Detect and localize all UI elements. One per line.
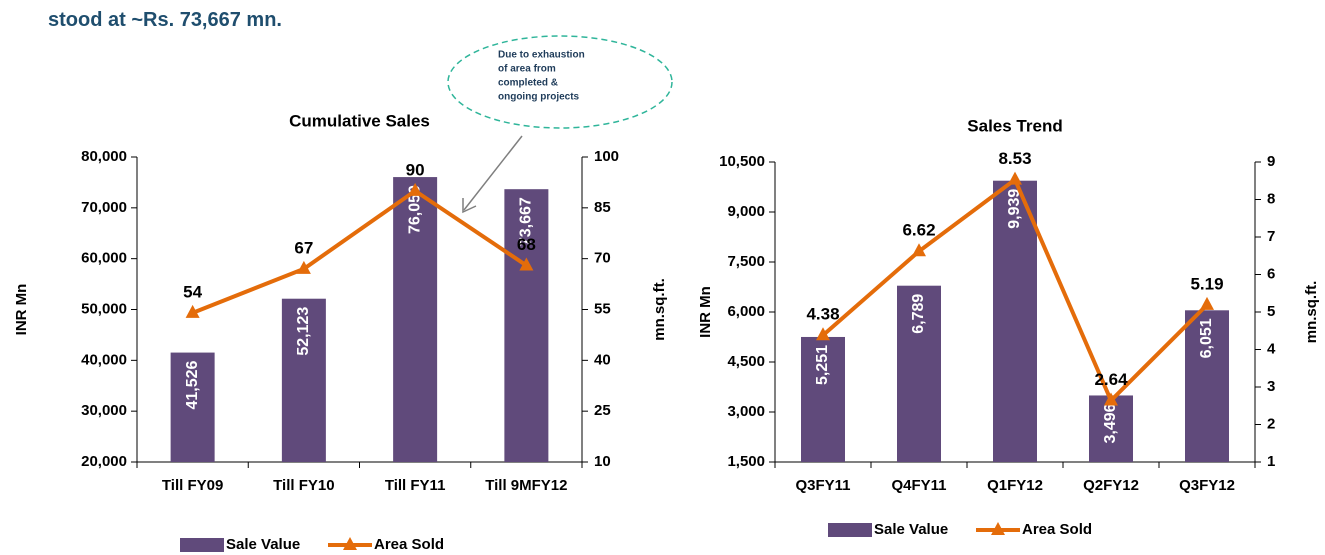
annotation-line: of area from: [498, 64, 556, 75]
bar-label: 6,051: [1198, 318, 1215, 358]
point-label: 6.62: [902, 221, 935, 240]
x-tick-label: Q4FY11: [891, 477, 946, 494]
y-tick-label: 60,000: [81, 250, 127, 267]
legend-label: Area Sold: [374, 536, 444, 553]
legend-marker: [343, 537, 357, 550]
annotation-arrow: [463, 135, 523, 211]
bar: [801, 336, 845, 462]
point-label: 68: [517, 235, 536, 254]
y2-axis-title: mn.sq.ft.: [1303, 281, 1320, 344]
y2-tick-label: 6: [1267, 265, 1275, 282]
y2-tick-label: 7: [1267, 228, 1275, 245]
y2-tick-label: 1: [1267, 453, 1275, 470]
annotation-arrowhead: [462, 198, 477, 214]
bar: [993, 180, 1037, 462]
y2-tick-label: 85: [594, 199, 611, 216]
line-marker: [519, 257, 534, 271]
annotation-bubble: [447, 35, 673, 129]
annotation-line: ongoing projects: [498, 92, 580, 103]
y-axis-title: INR Mn: [697, 286, 714, 338]
legend-label: Sale Value: [874, 521, 948, 538]
y2-axis-title: mn.sq.ft.: [651, 278, 668, 341]
point-label: 2.64: [1094, 370, 1128, 389]
point-label: 5.19: [1190, 274, 1223, 293]
line-marker: [912, 243, 926, 257]
bar: [393, 177, 438, 462]
line-marker: [1008, 171, 1022, 185]
annotation-line: Due to exhaustion: [498, 50, 585, 61]
y-tick-label: 4,500: [727, 353, 765, 370]
legend-label: Area Sold: [1022, 521, 1092, 538]
line-marker: [1104, 392, 1118, 406]
point-label: 67: [294, 238, 313, 257]
y2-tick-label: 40: [594, 351, 611, 368]
line-marker: [296, 260, 311, 274]
bar-label: 41,526: [184, 360, 201, 409]
bar: [170, 352, 215, 462]
bar-label: 9,939: [1006, 189, 1023, 229]
x-tick-label: Q3FY12: [1179, 477, 1235, 494]
y-tick-label: 9,000: [727, 203, 765, 220]
y-tick-label: 30,000: [81, 402, 127, 419]
y-tick-label: 70,000: [81, 199, 127, 216]
y2-tick-label: 55: [594, 300, 611, 317]
y2-tick-label: 100: [594, 148, 619, 165]
bar-label: 3,496: [1102, 403, 1119, 443]
bar-label: 52,123: [295, 307, 312, 356]
legend-swatch: [180, 538, 224, 552]
y2-tick-label: 9: [1267, 153, 1275, 170]
y2-tick-label: 70: [594, 250, 611, 267]
line: [191, 188, 528, 315]
line-marker: [185, 304, 200, 318]
x-tick-label: Till FY09: [162, 477, 223, 494]
y-tick-label: 7,500: [727, 253, 765, 270]
y2-tick-label: 3: [1267, 378, 1275, 395]
bar: [1185, 310, 1229, 462]
bar-label: 6,789: [910, 294, 927, 334]
x-tick-label: Till FY10: [273, 477, 334, 494]
y2-tick-label: 2: [1267, 415, 1275, 432]
bar-label: 5,251: [814, 345, 831, 385]
point-label: 90: [406, 160, 425, 179]
line-marker: [1200, 296, 1214, 310]
legend-marker: [991, 522, 1005, 535]
chart-title: Sales Trend: [967, 116, 1062, 135]
line-marker: [408, 182, 423, 196]
x-tick-label: Till FY11: [385, 477, 446, 494]
y-tick-label: 20,000: [81, 453, 127, 470]
legend-swatch: [828, 523, 872, 537]
header-text: stood at ~Rs. 73,667 mn.: [48, 9, 282, 31]
point-label: 8.53: [998, 149, 1031, 168]
bar: [504, 189, 549, 462]
y-axis-title: INR Mn: [13, 284, 30, 336]
bar-label: 76,050: [406, 185, 423, 234]
line-marker: [816, 327, 830, 341]
y-tick-label: 40,000: [81, 351, 127, 368]
legend-label: Sale Value: [226, 536, 300, 553]
y-tick-label: 1,500: [727, 453, 765, 470]
x-tick-label: Q1FY12: [987, 477, 1043, 494]
x-tick-label: Q2FY12: [1083, 477, 1139, 494]
y-tick-label: 6,000: [727, 303, 765, 320]
y-tick-label: 3,000: [727, 403, 765, 420]
bar: [281, 298, 326, 462]
chart-title: Cumulative Sales: [289, 111, 430, 130]
bar-label: 73,667: [518, 197, 535, 246]
y-tick-label: 10,500: [719, 153, 765, 170]
x-tick-label: Till 9MFY12: [485, 477, 567, 494]
point-label: 4.38: [806, 305, 839, 324]
y2-tick-label: 25: [594, 402, 611, 419]
y-tick-label: 50,000: [81, 300, 127, 317]
bar: [1089, 395, 1133, 462]
bar: [897, 285, 941, 462]
point-label: 54: [183, 282, 202, 301]
y2-tick-label: 8: [1267, 190, 1275, 207]
y-tick-label: 80,000: [81, 148, 127, 165]
x-tick-label: Q3FY11: [795, 477, 850, 494]
annotation-line: completed &: [498, 78, 558, 89]
y2-tick-label: 4: [1267, 340, 1276, 357]
y2-tick-label: 10: [594, 453, 611, 470]
y2-tick-label: 5: [1267, 303, 1275, 320]
